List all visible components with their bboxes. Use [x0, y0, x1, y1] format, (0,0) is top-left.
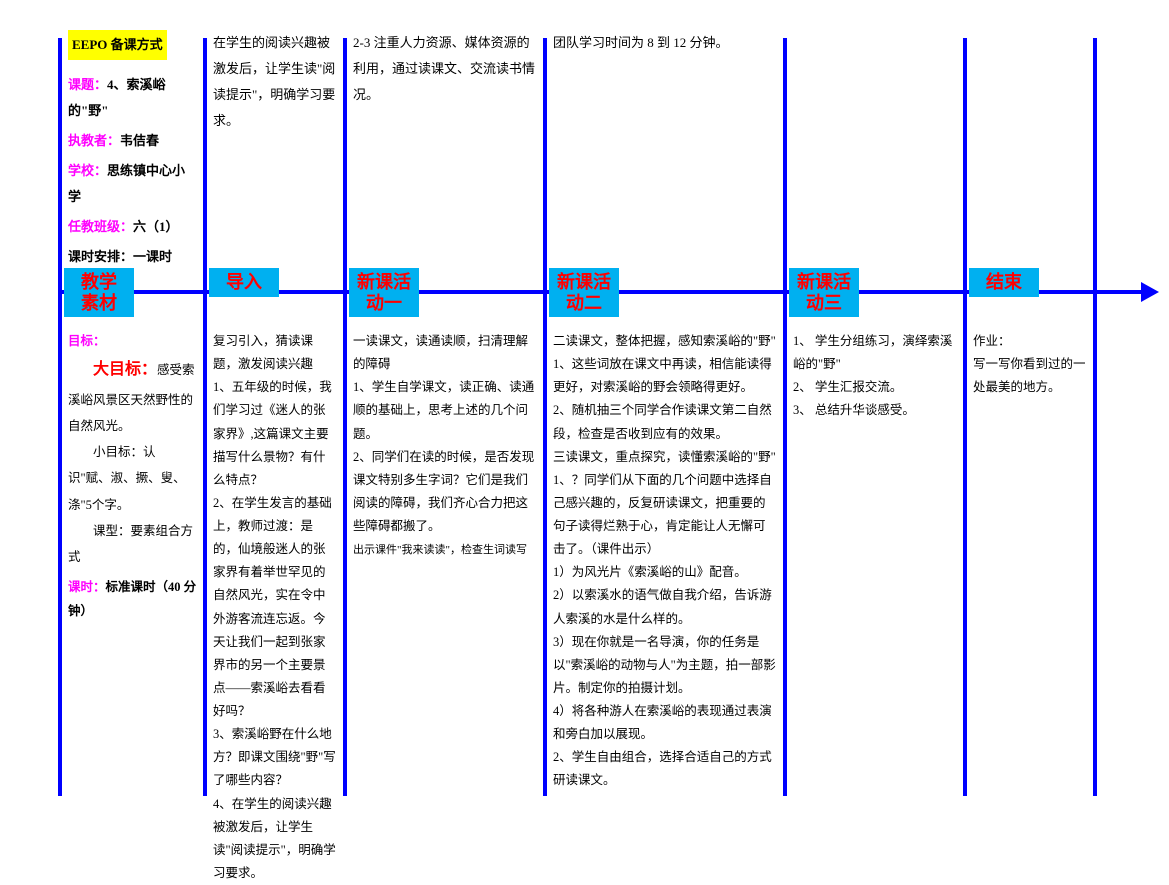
goals-cell: 目标： 大目标：感受索溪峪风景区天然野性的自然风光。 小目标：认识"赋、淑、撅、… [60, 330, 205, 885]
activity3-cell: 1、 学生分组练习，演绎索溪峪的"野"2、 学生汇报交流。3、 总结升华谈感受。 [785, 330, 965, 885]
text-line: 一读课文，读通读顺，扫清理解的障碍 [353, 330, 537, 376]
header-value-1: 韦佶春 [120, 133, 159, 148]
header-label-3: 任教班级： [68, 219, 133, 234]
text-line: 2）以索溪水的语气做自我介绍，告诉游人索溪的水是什么样的。 [553, 584, 777, 630]
header-line-1: 执教者：韦佶春 [68, 128, 197, 154]
top-note-1: 在学生的阅读兴趣被激发后，让学生读"阅读提示"，明确学习要求。 [205, 30, 345, 274]
top-note-3: 团队学习时间为 8 到 12 分钟。 [545, 30, 785, 274]
text-line: 2、学生自由组合，选择合适自己的方式研读课文。 [553, 746, 777, 792]
stage-4: 新课活动三 [789, 268, 859, 317]
text-line: 2、随机抽三个同学合作读课文第二自然段，检查是否收到应有的效果。 [553, 399, 777, 445]
text-line: 二读课文，整体把握，感知索溪峪的"野" [553, 330, 777, 353]
intro-cell: 复习引入，猜读课题，激发阅读兴趣1、五年级的时候，我们学习过《迷人的张家界》,这… [205, 330, 345, 885]
text-line: 4）将各种游人在索溪峪的表现通过表演和旁白加以展现。 [553, 700, 777, 746]
header-line-3: 任教班级：六（1） [68, 214, 197, 240]
text-line: 2、同学们在读的时候，是否发现课文特别多生字词？它们是我们阅读的障碍，我们齐心合… [353, 446, 537, 539]
activity1-cell: 一读课文，读通读顺，扫清理解的障碍1、学生自学课文，读正确、读通顺的基础上，思考… [345, 330, 545, 885]
top-note-5 [965, 30, 1095, 274]
goal-label: 目标： [68, 334, 106, 348]
text-line: 1）为风光片《索溪峪的山》配音。 [553, 561, 777, 584]
text-line: 3、索溪峪野在什么地方？即课文围绕"野"写了哪些内容？ [213, 723, 337, 792]
header-label-4: 课时安排： [68, 249, 133, 264]
text-line: 复习引入，猜读课题，激发阅读兴趣 [213, 330, 337, 376]
text-line: 三读课文，重点探究，读懂索溪峪的"野" [553, 446, 777, 469]
text-line: 1、？同学们从下面的几个问题中选择自己感兴趣的，反复研读课文，把重要的句子读得烂… [553, 469, 777, 562]
text-line: 1、 学生分组练习，演绎索溪峪的"野" [793, 330, 957, 376]
small-note: 出示课件"我来读读"，检查生词读写 [353, 544, 527, 556]
text-line: 3）现在你就是一名导演，你的任务是以"索溪峪的动物与人"为主题，拍一部影片。制定… [553, 631, 777, 700]
header-value-3: 六（1） [133, 219, 179, 234]
text-line: 写一写你看到过的一处最美的地方。 [973, 353, 1087, 399]
header-label-1: 执教者： [68, 133, 120, 148]
header-value-4: 一课时 [133, 249, 172, 264]
top-note-4 [785, 30, 965, 274]
end-cell: 作业：写一写你看到过的一处最美的地方。 [965, 330, 1095, 885]
stage-3: 新课活动二 [549, 268, 619, 317]
header-line-2: 学校：思练镇中心小学 [68, 158, 197, 210]
text-line: 4、在学生的阅读兴趣被激发后，让学生读"阅读提示"，明确学习要求。 [213, 793, 337, 885]
lesson-header: EEPO 备课方式 课题：4、索溪峪的"野" 执教者：韦佶春学校：思练镇中心小学任… [60, 30, 205, 274]
text-line: 2、在学生发言的基础上，教师过渡：是的，仙境般迷人的张家界有着举世罕见的自然风光… [213, 492, 337, 723]
text-line: 作业： [973, 330, 1087, 353]
lesson-type: 课型：要素组合方式 [68, 518, 197, 571]
keshi-label: 课时： [68, 580, 106, 594]
big-goal-label: 大目标： [93, 361, 157, 378]
eepo-badge: EEPO 备课方式 [68, 30, 167, 60]
header-label-0: 课题： [68, 77, 107, 92]
text-line: 1、学生自学课文，读正确、读通顺的基础上，思考上述的几个问题。 [353, 376, 537, 445]
text-line: 3、 总结升华谈感受。 [793, 399, 957, 422]
stage-0: 教学素材 [64, 268, 134, 317]
stage-2: 新课活动一 [349, 268, 419, 317]
header-label-2: 学校： [68, 163, 107, 178]
header-line-0: 课题：4、索溪峪的"野" [68, 72, 197, 124]
activity2-cell: 二读课文，整体把握，感知索溪峪的"野"1、这些词放在课文中再读，相信能读得更好，… [545, 330, 785, 885]
small-goal: 小目标：认识"赋、淑、撅、叟、涤"5个字。 [68, 439, 197, 518]
text-line: 1、五年级的时候，我们学习过《迷人的张家界》,这篇课文主要描写什么景物？有什么特… [213, 376, 337, 492]
top-note-2: 2-3 注重人力资源、媒体资源的利用，通过读课文、交流读书情况。 [345, 30, 545, 274]
text-line: 2、 学生汇报交流。 [793, 376, 957, 399]
header-line-4: 课时安排：一课时 [68, 244, 197, 270]
text-line: 1、这些词放在课文中再读，相信能读得更好，对索溪峪的野会领略得更好。 [553, 353, 777, 399]
timeline-arrow [1141, 282, 1159, 302]
